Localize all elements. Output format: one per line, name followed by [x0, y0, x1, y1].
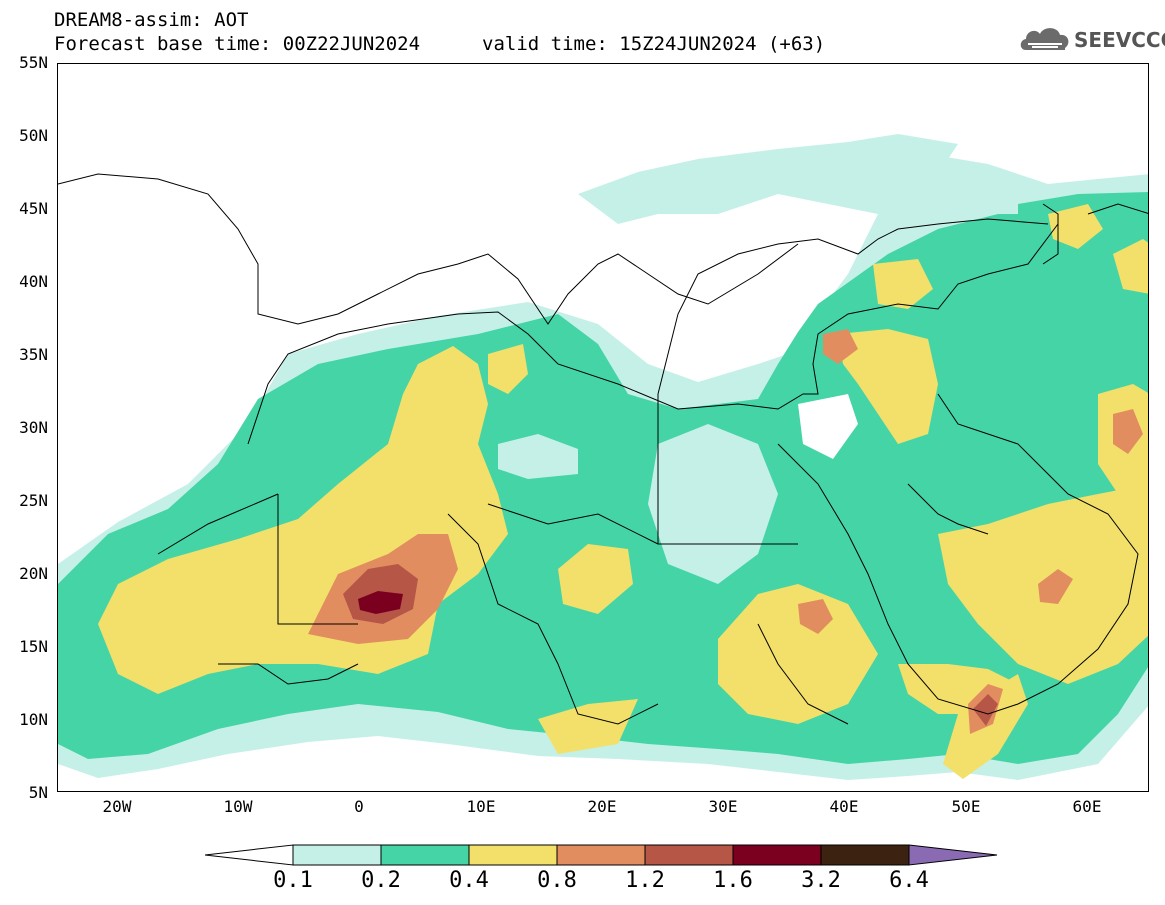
aot-field-moderate-iraq: [838, 329, 938, 444]
colorbar-bin-1: [380, 844, 470, 866]
aot-colorbar: [205, 844, 998, 866]
colorbar-under-triangle: [205, 844, 294, 866]
forecast-base-time: Forecast base time: 00Z22JUN2024: [54, 33, 421, 55]
lat-label-30n: 30N: [19, 418, 48, 437]
aot-map: [57, 63, 1149, 792]
seevccc-logo: SEEVCCC: [1018, 22, 1165, 56]
lon-label-50e: 50E: [951, 797, 981, 816]
aot-field-moderate-chad: [558, 544, 633, 614]
aot-field-very-high-somalia: [973, 694, 998, 726]
lat-label-20n: 20N: [19, 564, 48, 583]
aot-field-gap-egypt-inner: [798, 394, 858, 459]
aot-field-moderate-caspian: [1048, 204, 1103, 249]
colorbar-bin-3: [556, 844, 646, 866]
colorbar-label-0-2: 0.2: [361, 868, 401, 893]
aot-field-high-oman: [1038, 569, 1073, 604]
aot-field-moderate-turkey: [873, 259, 933, 309]
lon-label-0: 0: [354, 797, 364, 816]
aot-field-moderate-libya: [488, 344, 528, 394]
valid-time: valid time: 15Z24JUN2024 (+63): [482, 33, 826, 55]
cloud-icon: [1020, 28, 1069, 50]
lat-label-50n: 50N: [19, 126, 48, 145]
logo-wordmark: SEEVCCC: [1074, 28, 1165, 52]
aot-field-extreme: [358, 591, 403, 614]
aot-field-very-low-europe: [578, 134, 958, 224]
colorbar-label-3-2: 3.2: [801, 868, 841, 893]
lon-label-60e: 60E: [1072, 797, 1102, 816]
map-title: DREAM8-assim: AOT: [54, 9, 249, 31]
aot-field-moderate-sudan: [718, 584, 878, 724]
lon-label-40e: 40E: [829, 797, 859, 816]
aot-field-moderate-turkmen: [1113, 239, 1148, 294]
lat-label-10n: 10N: [19, 710, 48, 729]
aot-field-gap-libya: [498, 434, 578, 479]
aot-field-moderate-car: [538, 699, 638, 754]
colorbar-bin-6: [820, 844, 910, 866]
colorbar-label-0-4: 0.4: [449, 868, 489, 893]
colorbar-bin-5: [732, 844, 822, 866]
colorbar-label-1-6: 1.6: [713, 868, 753, 893]
lat-label-35n: 35N: [19, 345, 48, 364]
aot-field-high-sudan: [798, 599, 833, 634]
colorbar-over-triangle: [908, 844, 998, 866]
lat-label-40n: 40N: [19, 272, 48, 291]
lat-label-5n: 5N: [28, 783, 48, 802]
colorbar-label-0-1: 0.1: [273, 868, 313, 893]
colorbar-bin-0: [292, 844, 382, 866]
lon-label-30e: 30E: [708, 797, 738, 816]
lat-label-55n: 55N: [19, 53, 48, 72]
lat-label-25n: 25N: [19, 491, 48, 510]
colorbar-label-1-2: 1.2: [625, 868, 665, 893]
colorbar-bin-2: [468, 844, 558, 866]
map-boundaries: [58, 173, 1148, 725]
lon-label-10e: 10E: [466, 797, 496, 816]
lat-label-15n: 15N: [19, 637, 48, 656]
aot-field-high-iran: [1113, 409, 1143, 454]
lon-label-10w: 10W: [223, 797, 253, 816]
lat-label-45n: 45N: [19, 199, 48, 218]
lon-label-20e: 20E: [587, 797, 617, 816]
colorbar-label-0-8: 0.8: [537, 868, 577, 893]
aot-field-high-iraq: [823, 329, 858, 364]
colorbar-label-6-4: 6.4: [889, 868, 929, 893]
aot-map-canvas: [58, 134, 1148, 780]
lon-label-20w: 20W: [102, 797, 132, 816]
colorbar-bin-4: [644, 844, 734, 866]
